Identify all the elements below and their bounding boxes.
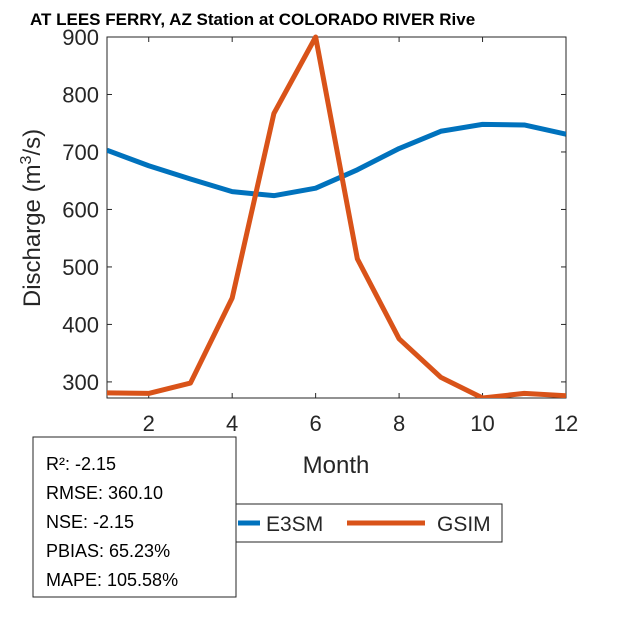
y-tick-label: 400 <box>62 312 99 337</box>
y-axis-label: Discharge (m3/s) <box>18 129 46 307</box>
y-tick-label: 500 <box>62 255 99 280</box>
y-tick-label: 800 <box>62 82 99 107</box>
legend: E3SM GSIM <box>231 503 503 543</box>
x-tick-label: 4 <box>226 411 238 436</box>
chart-title: AT LEES FERRY, AZ Station at COLORADO RI… <box>30 10 475 29</box>
x-tick-label: 6 <box>310 411 322 436</box>
y-tick-label: 600 <box>62 197 99 222</box>
legend-label-gsim: GSIM <box>437 513 491 536</box>
stats-box: R²: -2.15 RMSE: 360.10 NSE: -2.15 PBIAS:… <box>32 436 237 598</box>
x-axis-label: Month <box>303 452 370 479</box>
x-tick-label: 8 <box>393 411 405 436</box>
stat-r2: R²: -2.15 <box>46 454 116 474</box>
x-tick-label: 12 <box>554 411 578 436</box>
y-tick-label: 300 <box>62 370 99 395</box>
y-tick-label: 900 <box>62 25 99 50</box>
stat-nse: NSE: -2.15 <box>46 512 134 532</box>
series-line-e3sm <box>107 121 566 199</box>
x-tick-label: 10 <box>470 411 494 436</box>
legend-label-e3sm: E3SM <box>266 513 323 536</box>
stat-rmse: RMSE: 360.10 <box>46 483 163 503</box>
plot-area <box>106 36 567 399</box>
stat-mape: MAPE: 105.58% <box>46 570 178 590</box>
x-tick-label: 2 <box>143 411 155 436</box>
y-tick-label: 700 <box>62 140 99 165</box>
stat-pbias: PBIAS: 65.23% <box>46 541 170 561</box>
series-line-gsim <box>107 34 566 398</box>
